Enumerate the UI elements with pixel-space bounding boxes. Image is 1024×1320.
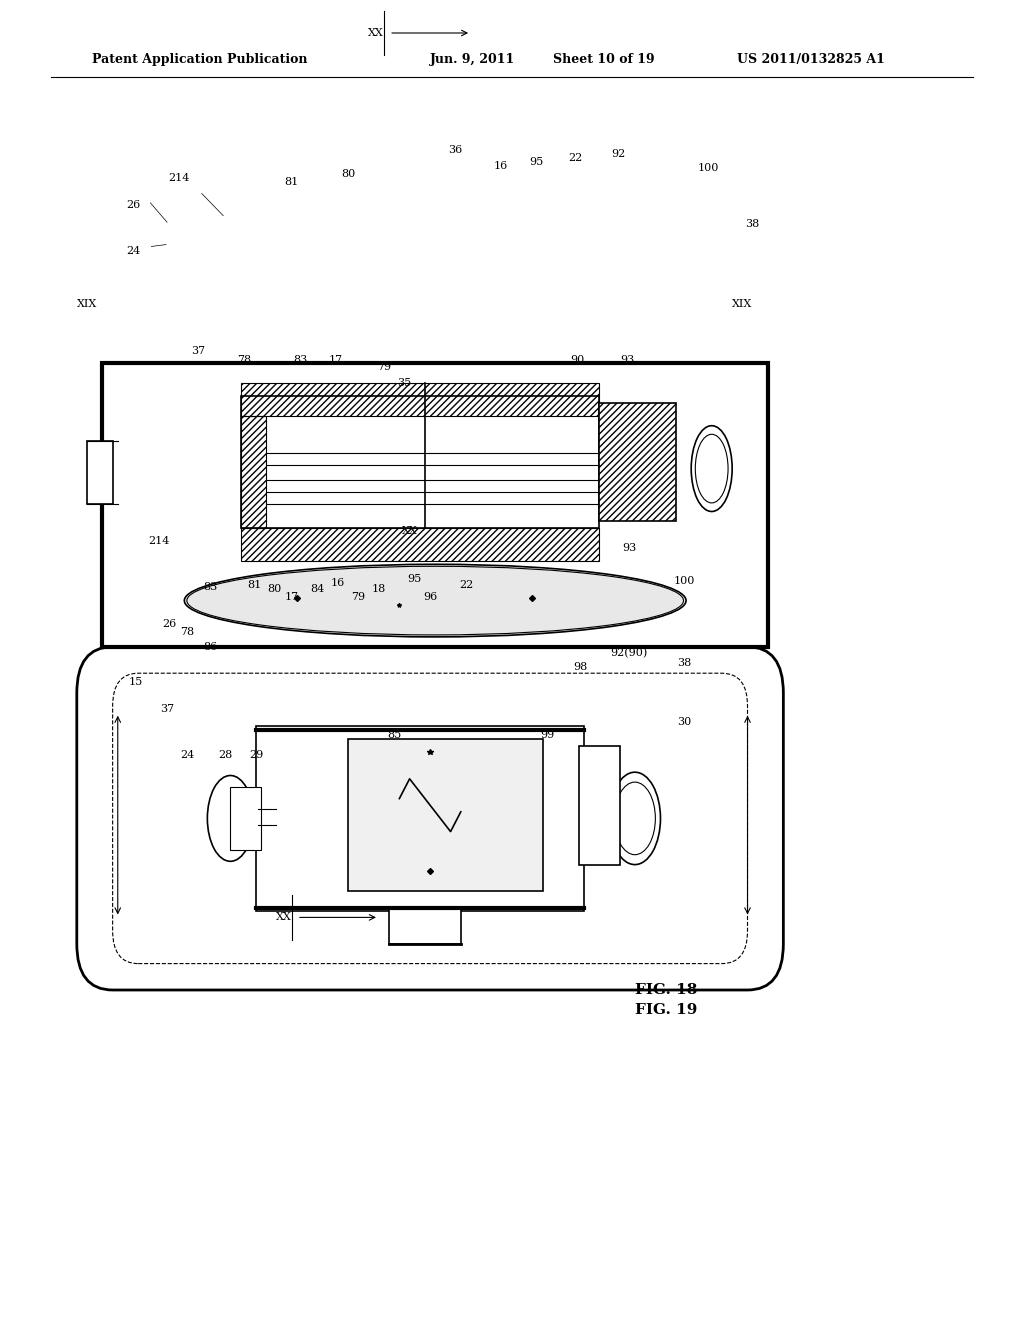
Text: 86: 86 — [203, 642, 217, 652]
Text: 26: 26 — [126, 199, 140, 210]
Ellipse shape — [184, 565, 686, 636]
Text: 29: 29 — [249, 750, 263, 760]
FancyBboxPatch shape — [77, 647, 783, 990]
Bar — [102, 363, 768, 647]
Bar — [241, 383, 599, 416]
Text: 214: 214 — [148, 536, 169, 546]
Text: 28: 28 — [218, 750, 232, 760]
Text: 96: 96 — [423, 591, 437, 602]
Bar — [241, 528, 599, 561]
Text: 80: 80 — [267, 583, 282, 594]
Text: 93: 93 — [623, 543, 637, 553]
Text: 100: 100 — [698, 162, 719, 173]
Text: Patent Application Publication: Patent Application Publication — [92, 53, 307, 66]
Text: 79: 79 — [377, 362, 391, 372]
Text: 79: 79 — [351, 591, 366, 602]
Text: 95: 95 — [408, 574, 422, 585]
Text: 24: 24 — [180, 750, 195, 760]
Text: 15: 15 — [129, 677, 143, 688]
Text: 38: 38 — [745, 219, 760, 230]
Text: 100: 100 — [674, 576, 694, 586]
Text: 83: 83 — [203, 582, 217, 593]
Text: 85: 85 — [387, 730, 401, 741]
Text: Sheet 10 of 19: Sheet 10 of 19 — [553, 53, 654, 66]
Text: XX: XX — [401, 525, 418, 536]
Text: 99: 99 — [541, 730, 555, 741]
Text: 17: 17 — [285, 591, 299, 602]
Text: XIX: XIX — [732, 298, 753, 309]
Bar — [348, 739, 543, 891]
Text: 38: 38 — [677, 657, 691, 668]
Text: 30: 30 — [677, 717, 691, 727]
Text: 18: 18 — [372, 583, 386, 594]
Text: 98: 98 — [573, 661, 588, 672]
Text: 84: 84 — [310, 583, 325, 594]
Bar — [241, 416, 266, 528]
Bar — [579, 746, 620, 865]
Text: 37: 37 — [160, 704, 174, 714]
Text: 78: 78 — [237, 355, 251, 366]
Text: 36: 36 — [449, 145, 463, 156]
Text: 92: 92 — [611, 149, 626, 160]
Text: 81: 81 — [247, 579, 261, 590]
Bar — [599, 403, 676, 521]
Text: 22: 22 — [568, 153, 583, 164]
Text: 26: 26 — [162, 619, 176, 630]
Text: US 2011/0132825 A1: US 2011/0132825 A1 — [737, 53, 885, 66]
Bar — [87, 441, 113, 504]
Bar — [599, 403, 676, 521]
Text: 95: 95 — [529, 157, 544, 168]
Text: 92(90): 92(90) — [610, 648, 647, 659]
Text: 90: 90 — [570, 355, 585, 366]
Text: 16: 16 — [494, 161, 508, 172]
Text: 93: 93 — [621, 355, 635, 366]
Text: FIG. 19: FIG. 19 — [635, 1003, 697, 1016]
Text: 81: 81 — [285, 177, 299, 187]
Text: 78: 78 — [180, 627, 195, 638]
Text: 214: 214 — [169, 173, 189, 183]
Ellipse shape — [609, 772, 660, 865]
Text: XX: XX — [276, 912, 292, 923]
Text: Jun. 9, 2011: Jun. 9, 2011 — [430, 53, 515, 66]
Text: 35: 35 — [397, 378, 412, 388]
Bar — [230, 787, 261, 850]
Text: XX: XX — [369, 28, 384, 38]
Text: FIG. 18: FIG. 18 — [635, 983, 697, 997]
Bar — [241, 396, 599, 528]
Text: XIX: XIX — [77, 298, 97, 309]
Ellipse shape — [691, 425, 732, 511]
Text: 37: 37 — [191, 346, 206, 356]
Text: 22: 22 — [459, 579, 473, 590]
Text: 17: 17 — [329, 355, 343, 366]
Bar — [389, 908, 461, 944]
Bar — [256, 726, 584, 911]
Text: 16: 16 — [331, 578, 345, 589]
Text: 83: 83 — [293, 355, 307, 366]
Text: 80: 80 — [341, 169, 355, 180]
Ellipse shape — [207, 776, 254, 861]
Text: 24: 24 — [126, 246, 140, 256]
